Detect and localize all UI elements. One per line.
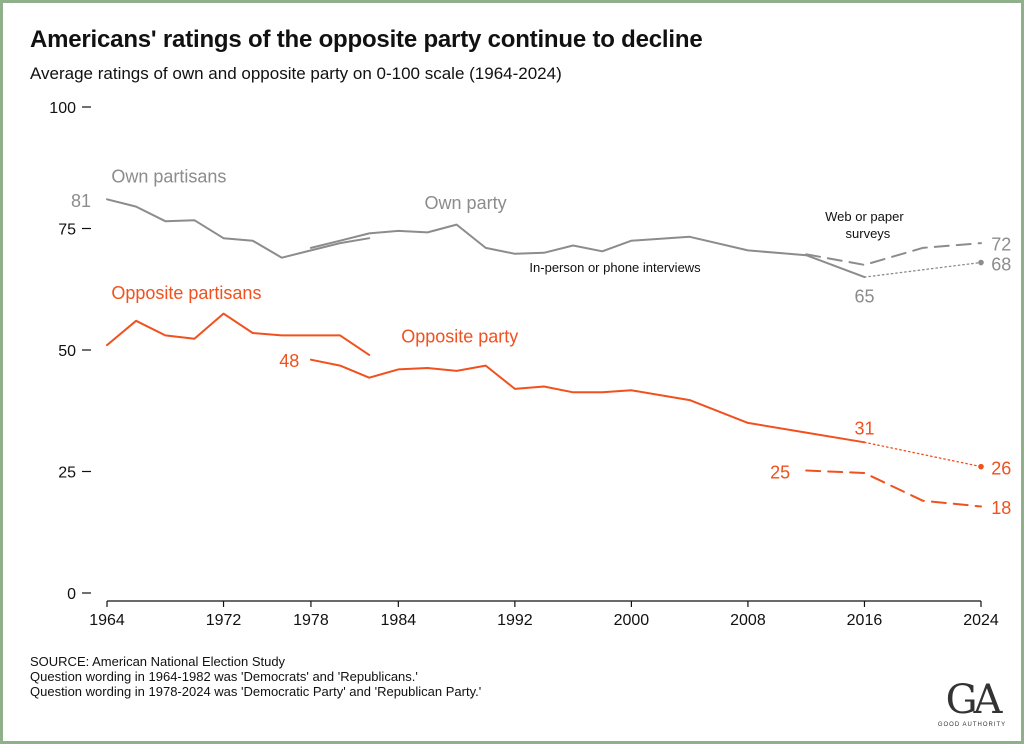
note-line: Question wording in 1964-1982 was 'Democ… <box>30 669 418 684</box>
chart-title: Americans' ratings of the opposite party… <box>30 26 703 53</box>
x-tick-label: 1972 <box>206 612 242 629</box>
series-line-own-partisans <box>106 198 371 259</box>
x-tick-label: 1992 <box>497 612 533 629</box>
x-tick-label: 1978 <box>293 612 329 629</box>
good-authority-logo: GA GOOD AUTHORITY <box>934 680 1010 728</box>
y-tick-label: 25 <box>58 465 76 482</box>
series-label: surveys <box>846 226 891 241</box>
series-label: Opposite partisans <box>111 283 261 303</box>
data-label: 48 <box>279 351 299 371</box>
series-label: Opposite party <box>401 327 518 347</box>
x-tick-label: 1984 <box>381 612 417 629</box>
data-label: 26 <box>991 458 1011 478</box>
data-label: 65 <box>854 286 874 306</box>
x-tick-label: 2016 <box>847 612 883 629</box>
series-end-marker <box>978 259 984 266</box>
source-notes: SOURCE: American National Election Study… <box>30 654 481 699</box>
series-line-opposite-partisans <box>106 312 371 356</box>
data-label: 31 <box>854 419 874 439</box>
y-tick-label: 75 <box>58 222 76 239</box>
series-line-opposite-party-web <box>805 469 982 508</box>
data-label: 18 <box>991 498 1011 518</box>
note-line: Question wording in 1978-2024 was 'Democ… <box>30 684 482 699</box>
data-label: 68 <box>991 254 1011 274</box>
data-label: 25 <box>770 462 790 482</box>
x-tick-label: 2024 <box>963 612 999 629</box>
data-label: 81 <box>71 191 91 211</box>
y-tick-label: 0 <box>67 586 76 603</box>
series-label: In-person or phone interviews <box>529 260 701 275</box>
x-tick-label: 1964 <box>89 612 125 629</box>
series-line-own-party-web <box>805 242 982 266</box>
series-line-own-party-phone <box>309 223 866 279</box>
data-label: 72 <box>991 234 1011 254</box>
x-tick-label: 2008 <box>730 612 766 629</box>
source-line: SOURCE: American National Election Study <box>30 654 286 669</box>
series-label: Own party <box>425 193 507 213</box>
y-tick-label: 50 <box>58 343 76 360</box>
series-line-opposite-party-phone <box>309 358 866 444</box>
series-end-marker <box>978 463 984 470</box>
x-tick-label: 2000 <box>614 612 650 629</box>
logo-mark: GA <box>945 677 1003 723</box>
series-label: Web or paper <box>825 209 904 224</box>
series-line-own-party-projection <box>863 261 982 278</box>
series-label: Own partisans <box>111 166 226 186</box>
logo-text: GOOD AUTHORITY <box>937 722 1007 728</box>
series-line-opposite-party-projection <box>863 441 982 468</box>
chart-subtitle: Average ratings of own and opposite part… <box>30 64 562 83</box>
y-tick-label: 100 <box>49 100 76 117</box>
